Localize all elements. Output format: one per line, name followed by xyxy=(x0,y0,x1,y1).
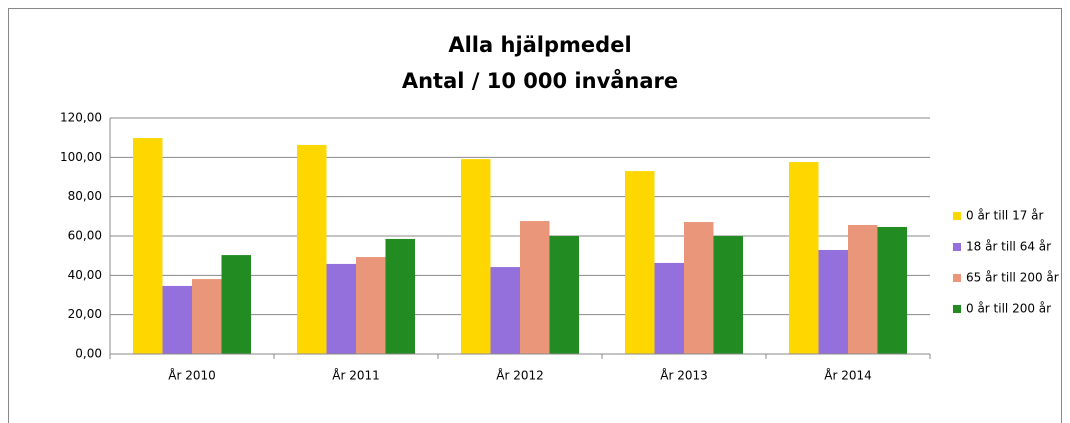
y-tick-label: 0,00 xyxy=(75,347,102,361)
bar xyxy=(713,236,743,354)
y-tick-label: 20,00 xyxy=(68,307,102,321)
bar xyxy=(549,236,579,354)
bar xyxy=(625,171,655,354)
y-tick-label: 100,00 xyxy=(60,150,102,164)
bar xyxy=(385,238,415,354)
bar xyxy=(490,267,520,354)
legend-label: 18 år till 64 år xyxy=(966,240,1051,254)
bar xyxy=(162,285,192,354)
legend-swatch xyxy=(953,305,961,313)
y-tick-label: 120,00 xyxy=(60,111,102,125)
legend-swatch xyxy=(953,274,961,282)
bar xyxy=(221,255,251,354)
y-tick-label: 80,00 xyxy=(68,189,102,203)
bar xyxy=(133,138,163,354)
bar xyxy=(297,144,327,354)
bar xyxy=(461,159,491,354)
bar xyxy=(848,224,878,354)
chart-subtitle: Antal / 10 000 invånare xyxy=(402,68,678,93)
bar xyxy=(684,222,714,354)
x-tick-label: År 2011 xyxy=(332,368,380,383)
legend-label: 65 år till 200 år xyxy=(966,271,1059,285)
x-tick-label: År 2014 xyxy=(824,368,872,383)
legend-swatch xyxy=(953,243,961,251)
bar xyxy=(326,263,356,354)
bar xyxy=(818,249,848,354)
legend-label: 0 år till 17 år xyxy=(966,209,1044,223)
legend-label: 0 år till 200 år xyxy=(966,302,1051,316)
x-tick-label: År 2013 xyxy=(660,368,708,383)
x-tick-label: År 2010 xyxy=(168,368,216,383)
bar xyxy=(789,162,819,354)
bar xyxy=(356,257,386,354)
chart-title: Alla hjälpmedel xyxy=(448,33,631,57)
legend-swatch xyxy=(953,212,961,220)
x-tick-label: År 2012 xyxy=(496,368,544,383)
bar xyxy=(192,279,222,354)
bar xyxy=(877,226,907,354)
bar xyxy=(520,221,550,354)
bar xyxy=(654,262,684,354)
y-tick-label: 40,00 xyxy=(68,268,102,282)
y-tick-label: 60,00 xyxy=(68,229,102,243)
